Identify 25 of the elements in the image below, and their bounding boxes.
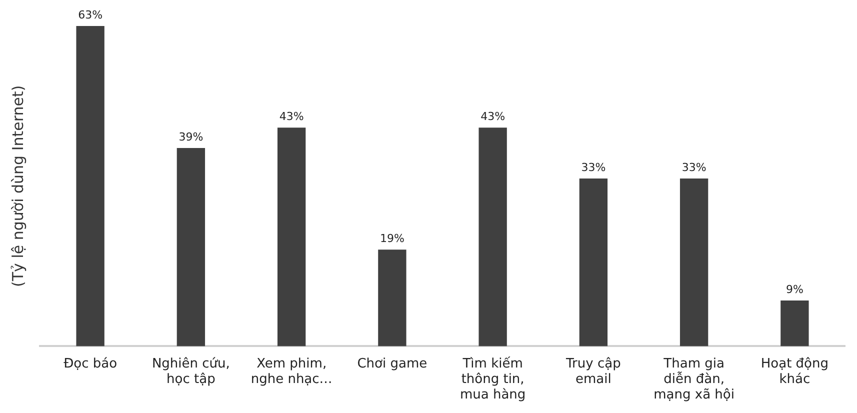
data-label: 9% [786,282,804,296]
data-label: 63% [78,8,103,22]
x-tick-label: Đọc báo [64,356,118,372]
x-tick-label: Nghiên cứu, học tập [152,356,230,387]
x-tick-label: Tìm kiếm thông tin, mua hàng [460,356,526,403]
x-tick-label: Xem phim, nghe nhạc… [250,356,332,387]
data-label: 39% [178,130,204,144]
data-label: 43% [279,110,304,124]
data-label: 33% [682,160,706,174]
bar [680,178,708,346]
data-label: 43% [480,110,506,124]
bar [277,128,306,346]
y-axis-title: (Tỷ lệ người dùng Internet) [8,85,27,287]
bar [478,128,507,346]
bar [780,300,809,346]
x-tick-label: Tham gia diễn đàn, mạng xã hội [654,356,734,403]
x-tick-label: Truy cập email [565,356,621,387]
bar [378,250,406,346]
x-tick-label: Chơi game [357,356,428,372]
data-label: 33% [581,160,606,174]
bar [579,178,608,346]
bar [176,148,206,346]
x-tick-label: Hoạt động khác [760,356,828,387]
bar [76,26,104,346]
data-label: 19% [380,232,404,245]
